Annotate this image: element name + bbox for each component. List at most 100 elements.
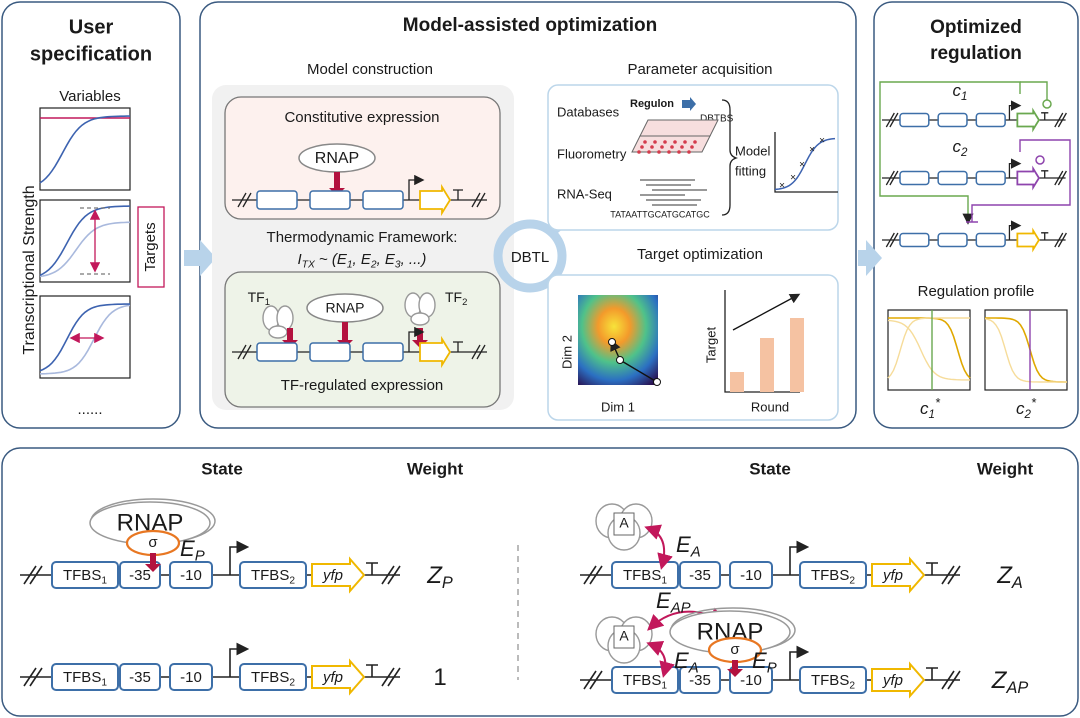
binding-arrow <box>329 172 345 196</box>
rich-label: TFBS1 <box>63 567 107 586</box>
well <box>687 150 691 154</box>
text-part: * <box>935 395 941 410</box>
dna-break <box>583 670 961 690</box>
dna-break <box>471 192 486 208</box>
well <box>690 145 694 149</box>
well <box>637 150 641 154</box>
well <box>693 140 697 144</box>
reporter <box>1016 165 1041 191</box>
label: σ <box>148 534 158 551</box>
gene-box <box>309 190 351 210</box>
brace <box>721 99 739 216</box>
reporter <box>1016 227 1041 253</box>
dna-break <box>471 344 486 360</box>
well <box>683 140 687 144</box>
site-box <box>799 561 867 589</box>
text-part: c <box>1016 399 1025 418</box>
text-part: E <box>337 251 348 268</box>
label: Round <box>751 399 789 414</box>
activator-box <box>613 512 635 536</box>
panel-title: Optimized <box>930 17 1022 38</box>
well <box>650 145 654 149</box>
text-part: ~ ( <box>315 251 339 268</box>
text-part: -10 <box>180 669 202 686</box>
binding-arrow <box>727 660 743 677</box>
text-part: 2 <box>960 147 968 159</box>
reporter <box>871 556 926 594</box>
profile-frame <box>984 309 1068 391</box>
profile-light <box>887 317 970 379</box>
well <box>647 150 651 154</box>
terminator <box>1041 112 1049 120</box>
well <box>673 140 677 144</box>
gene-box <box>937 170 968 186</box>
text-part: TFBS <box>811 567 849 584</box>
rich-label: TFBS2 <box>811 672 855 691</box>
text-part: TFBS <box>251 669 289 686</box>
promoter <box>789 540 810 575</box>
text-part: 1 <box>961 91 967 103</box>
text-part: 1 <box>661 575 667 586</box>
column-header: State <box>749 459 791 478</box>
text-part: Z <box>426 562 443 589</box>
fit <box>774 137 836 191</box>
curve <box>39 205 131 277</box>
gene-box <box>899 170 930 186</box>
text-part: AP <box>670 600 691 617</box>
text-part: 3 <box>395 259 401 270</box>
text-part: yfp <box>882 672 903 689</box>
text-part: TFBS <box>811 672 849 689</box>
gene-box <box>937 232 968 248</box>
label: Target optimization <box>637 246 763 263</box>
label: Targets <box>142 222 159 271</box>
text-part: -35 <box>689 672 711 689</box>
text-part: c <box>953 137 962 156</box>
dna-break <box>1054 170 1067 186</box>
dna-break <box>885 232 899 248</box>
site-box <box>799 666 867 694</box>
text-part: c <box>920 399 929 418</box>
terminator <box>366 562 378 575</box>
dna-break <box>885 170 899 186</box>
dna-break <box>1054 232 1067 248</box>
label: Parameter acquisition <box>627 61 772 78</box>
plate <box>631 135 711 153</box>
reporter <box>311 556 366 594</box>
gene-box <box>899 112 930 128</box>
terminator <box>926 562 938 575</box>
sample <box>653 378 661 386</box>
text-part: yfp <box>322 669 343 686</box>
label: Transcriptional Strength <box>21 185 38 354</box>
ea-arrow <box>644 524 673 570</box>
promoter <box>229 642 250 677</box>
label: TATAATTGCATGCATGC <box>610 209 710 219</box>
site-box <box>51 663 119 691</box>
text-part: E <box>752 648 767 673</box>
rich-label: EP <box>752 648 777 677</box>
rich-label: ZA <box>996 562 1023 592</box>
rich-label: TFBS1 <box>623 672 667 691</box>
gene-box <box>975 232 1006 248</box>
dna-break <box>885 112 899 128</box>
axes <box>774 132 838 193</box>
rich-label: TFBS2 <box>251 567 295 586</box>
terminator <box>926 667 938 680</box>
profile-light <box>984 318 1067 383</box>
label: A <box>619 515 629 531</box>
dna-break <box>1054 112 1067 128</box>
text-part: E <box>180 536 195 561</box>
promoter <box>789 645 810 680</box>
terminator <box>1041 170 1049 178</box>
rich-label: TFBS2 <box>251 669 295 688</box>
site-box <box>169 663 213 691</box>
text-part: E <box>656 588 671 613</box>
terminator <box>453 189 463 200</box>
gene-box <box>309 342 351 362</box>
tf <box>410 312 430 326</box>
text-part: 1 <box>433 664 446 691</box>
rich-label: c2* <box>1016 395 1037 421</box>
data-point: × <box>779 181 785 192</box>
rich-label: -10 <box>740 672 762 689</box>
plot-frame <box>39 107 131 191</box>
